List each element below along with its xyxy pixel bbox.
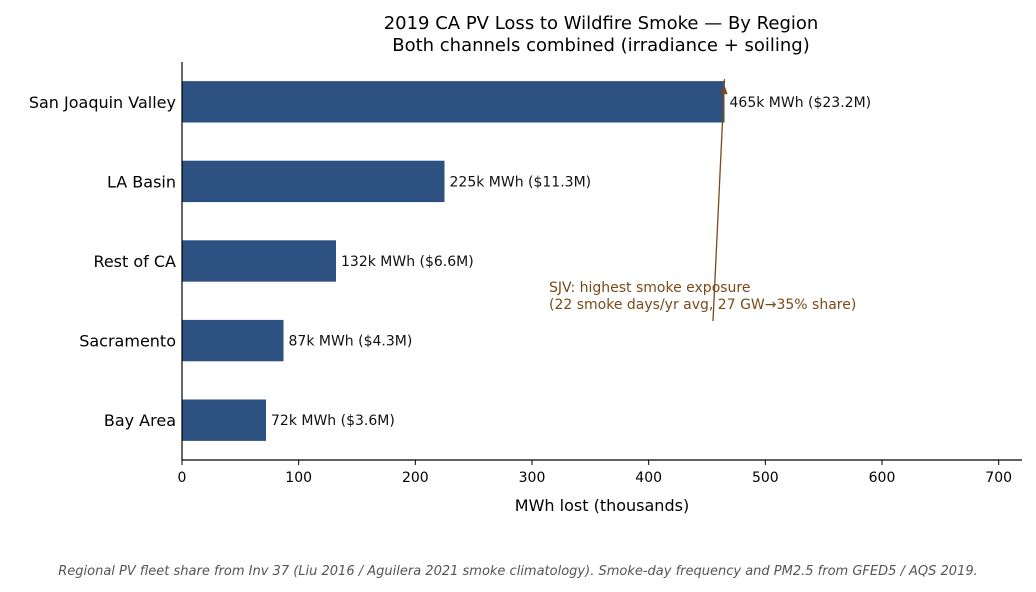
- data-label: 72k MWh ($3.6M): [271, 413, 395, 429]
- annotation-line-2: (22 smoke days/yr avg, 27 GW→35% share): [549, 297, 856, 313]
- bar: [182, 240, 336, 282]
- data-label: 465k MWh ($23.2M): [730, 95, 872, 111]
- category-label: San Joaquin Valley: [29, 93, 176, 112]
- x-tick-label: 600: [869, 470, 896, 486]
- annotation-arrowhead: [720, 85, 728, 95]
- data-labels: 72k MWh ($3.6M) 87k MWh ($4.3M) 132k MWh (…: [271, 95, 871, 429]
- category-label: Sacramento: [79, 332, 176, 351]
- bar: [182, 319, 284, 362]
- x-axis-label: MWh lost (thousands): [515, 496, 689, 515]
- x-tick-label: 200: [402, 470, 429, 486]
- category-label: Rest of CA: [93, 252, 176, 271]
- bar: [182, 81, 725, 123]
- data-label: 87k MWh ($4.3M): [289, 334, 413, 350]
- x-tick-label: 300: [519, 470, 546, 486]
- chart-subtitle: Both channels combined (irradiance + soi…: [392, 35, 810, 56]
- chart-title: 2019 CA PV Loss to Wildfire Smoke — By R…: [384, 13, 819, 34]
- x-tick-label: 100: [285, 470, 312, 486]
- footnote: Regional PV fleet share from Inv 37 (Liu…: [58, 564, 978, 579]
- annotation-arrow: [712, 79, 726, 322]
- category-label: Bay Area: [104, 411, 176, 430]
- x-tick-label: 400: [635, 470, 662, 486]
- category-labels: Bay Area Sacramento Rest of CA LA Basin San …: [29, 93, 176, 430]
- data-label: 225k MWh ($11.3M): [450, 174, 592, 190]
- bars-group: [182, 81, 725, 441]
- x-tick-label: 700: [985, 470, 1012, 486]
- x-tick-label: 500: [752, 470, 779, 486]
- x-axis-ticks: 0 100 200 300 400 500 600 700: [178, 460, 1012, 486]
- annotation: SJV: highest smoke exposure (22 smoke da…: [549, 79, 856, 322]
- bar: [182, 399, 266, 441]
- annotation-line-1: SJV: highest smoke exposure: [549, 280, 751, 296]
- x-tick-label: 0: [178, 470, 187, 486]
- bar: [182, 160, 445, 203]
- data-label: 132k MWh ($6.6M): [341, 254, 474, 270]
- category-label: LA Basin: [107, 172, 176, 191]
